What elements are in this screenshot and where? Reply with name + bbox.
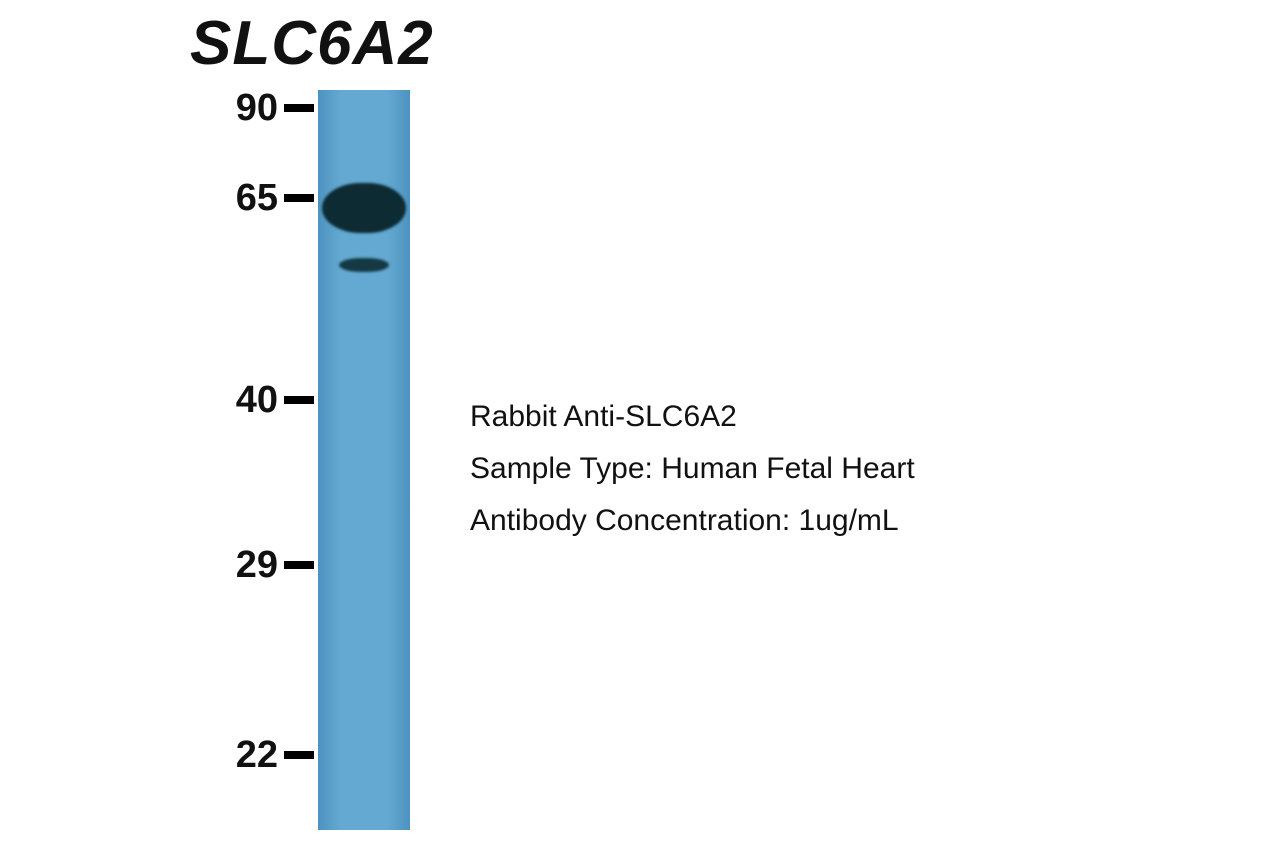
mw-marker-tick-22 — [284, 751, 314, 759]
mw-marker-label-22: 22 — [236, 734, 278, 777]
info-line-0: Rabbit Anti-SLC6A2 — [470, 400, 737, 434]
blot-band-1 — [339, 258, 390, 272]
mw-marker-label-90: 90 — [236, 87, 278, 130]
mw-marker-tick-29 — [284, 561, 314, 569]
blot-band-0 — [322, 183, 407, 233]
mw-marker-tick-90 — [284, 104, 314, 112]
western-blot-figure: SLC6A2 90 65 40 29 22 Rabbit Anti-SLC6A2 Sampl… — [0, 0, 1280, 853]
info-line-2: Antibody Concentration: 1ug/mL — [470, 504, 899, 538]
mw-marker-tick-40 — [284, 396, 314, 404]
figure-title: SLC6A2 — [190, 8, 434, 79]
info-line-1: Sample Type: Human Fetal Heart — [470, 452, 915, 486]
mw-marker-tick-65 — [284, 194, 314, 202]
mw-marker-label-65: 65 — [236, 177, 278, 220]
mw-marker-label-29: 29 — [236, 544, 278, 587]
mw-marker-label-40: 40 — [236, 379, 278, 422]
